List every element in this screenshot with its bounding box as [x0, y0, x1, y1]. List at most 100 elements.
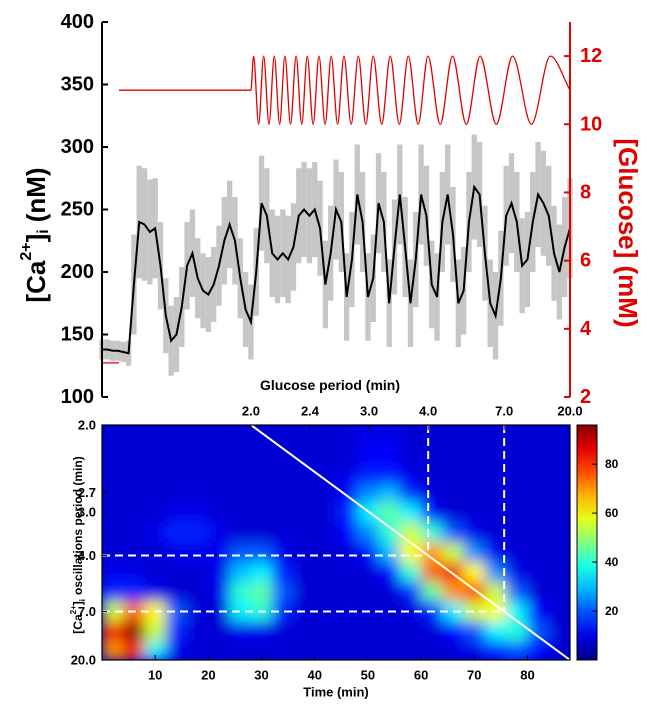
heatmap-cell [399, 641, 422, 660]
heatmap-cell [484, 468, 507, 486]
heatmap-cell [548, 542, 570, 563]
heatmap-cell [102, 562, 124, 583]
x2-tick-label: 7.0 [495, 404, 513, 419]
heatmap-cell [314, 502, 337, 523]
heatmap-cell [442, 542, 465, 563]
heatmap-cell [463, 502, 486, 523]
heatmap-cell [484, 562, 507, 583]
heatmap-cell [484, 484, 507, 503]
heatmap-cell [442, 641, 465, 660]
heatmap-cell [314, 468, 337, 486]
heatmap-cell [357, 484, 380, 503]
heatmap-cell [250, 542, 273, 563]
heatmap-cell [506, 522, 528, 543]
heatmap-cell [421, 425, 443, 449]
heatmap-cell [506, 502, 528, 523]
heatmap-cell [229, 562, 252, 583]
heatmap-cell [144, 562, 167, 583]
heatmap-cell [463, 601, 486, 622]
heatmap-cell [399, 601, 422, 622]
x-tick-label: 40 [307, 668, 321, 683]
heatmap-cell [208, 542, 231, 563]
heatmap-cell [272, 468, 294, 486]
heatmap-cell [123, 562, 146, 583]
heatmap-cell [208, 621, 231, 642]
heatmap-cell [357, 425, 380, 449]
heatmap-cell [165, 601, 188, 622]
x2-tick-label: 3.0 [360, 404, 378, 419]
label-part: [Ca [71, 614, 85, 634]
heatmap-cell [484, 425, 507, 449]
heatmap-cell [357, 562, 380, 583]
heatmap-cell [442, 621, 465, 642]
heatmap-cell [165, 502, 188, 523]
heatmap-cell [272, 484, 294, 503]
label-part: [Ca [21, 260, 51, 302]
heatmap-cell [506, 468, 528, 486]
data-line [102, 184, 571, 355]
heatmap-cell [463, 484, 486, 503]
data-line [101, 55, 571, 364]
y-tick-label: 250 [61, 199, 94, 221]
heatmap-cell [357, 581, 380, 602]
heatmap-cell [527, 601, 550, 622]
heatmap-cell [187, 468, 209, 486]
label-part: ] [71, 601, 85, 605]
heatmap-cell [165, 542, 188, 563]
y-tick-label: 400 [61, 11, 94, 33]
heatmap-cell [208, 562, 231, 583]
heatmap-cell [506, 601, 528, 622]
heatmap-cell [165, 581, 188, 602]
y2-tick-label: 10 [580, 113, 602, 135]
heatmap-cell [208, 448, 231, 469]
heatmap-cell [527, 621, 550, 642]
heatmap-cell [527, 484, 550, 503]
heatmap-cell [506, 641, 528, 660]
color-bar [576, 424, 598, 661]
heatmap-cell [378, 425, 401, 449]
heatmap-cell [187, 425, 209, 449]
heatmap-cell [293, 562, 316, 583]
x2-tick-label: 2.0 [242, 404, 260, 419]
x2-tick-label: 20.0 [557, 404, 582, 419]
heatmap-cell [399, 468, 422, 486]
heatmap-cell [421, 522, 443, 543]
heatmap-cell [123, 542, 146, 563]
heatmap-cell [378, 562, 401, 583]
heatmap-cell [102, 448, 124, 469]
y2-tick-label: 2 [580, 386, 591, 408]
heatmap-cell [463, 641, 486, 660]
heatmap-cell [484, 581, 507, 602]
heatmap-cell [272, 641, 294, 660]
label-sup: 2+ [69, 605, 78, 614]
heatmap-cell [336, 542, 358, 563]
heatmap-cell [484, 502, 507, 523]
heatmap-cell [250, 621, 273, 642]
heatmap-cell [293, 502, 316, 523]
heatmap-cell [442, 468, 465, 486]
heatmap-cell [144, 502, 167, 523]
heatmap-cell [442, 522, 465, 543]
heatmap-cell [187, 562, 209, 583]
heatmap-cell [421, 502, 443, 523]
y2-tick-label: 4 [580, 318, 592, 340]
heatmap-cell [442, 581, 465, 602]
heatmap-cell [527, 542, 550, 563]
heatmap-cell [548, 601, 570, 622]
y-tick-label: 2.7 [78, 485, 96, 500]
heatmap-cell [123, 621, 146, 642]
heatmap-cell [144, 448, 167, 469]
heatmap-cell [506, 581, 528, 602]
heatmap-cell [187, 621, 209, 642]
y-tick-label: 2.0 [78, 418, 96, 433]
heatmap-cell [208, 581, 231, 602]
heatmap-cell [442, 448, 465, 469]
label-part: (nM) [21, 167, 51, 222]
heatmap-cell [250, 502, 273, 523]
heatmap-cell [250, 484, 273, 503]
heatmap-cell [421, 621, 443, 642]
heatmap-cell [484, 448, 507, 469]
heatmap-cell [250, 448, 273, 469]
heatmap-cell [293, 425, 316, 449]
